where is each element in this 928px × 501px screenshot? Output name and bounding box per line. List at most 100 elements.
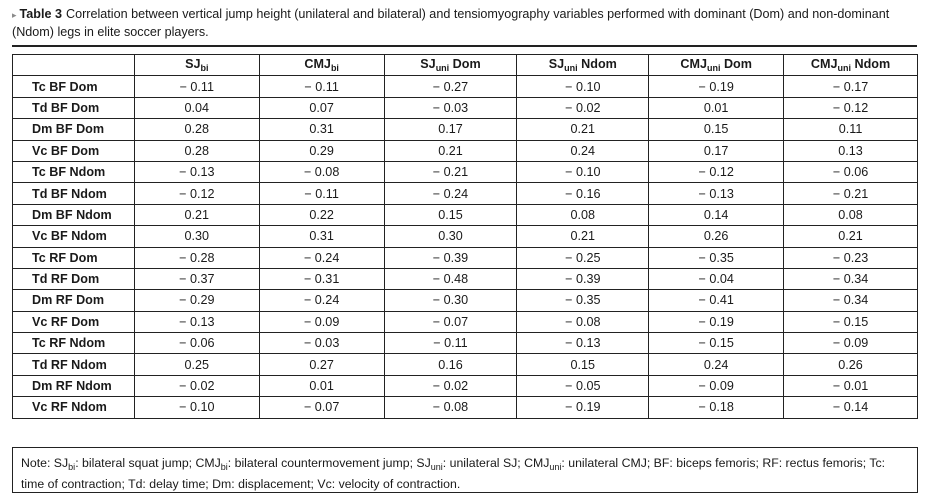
table-row: Tc BF Ndom − 0.13− 0.08− 0.21− 0.10− 0.12… [12,160,918,184]
header-corner [12,53,135,77]
row-label: Td BF Dom [12,96,135,120]
table-cell: 0.28 [133,118,260,141]
column-header-suffix: Dom [720,57,752,72]
table-row: Td BF Dom 0.04 0.07− 0.03− 0.02 0.01− 0.12 [12,96,918,120]
table-cell: 0.21 [783,225,918,248]
caption-marker-icon: ▸ [12,10,17,20]
table-cell: 0.21 [516,225,650,248]
table-cell: − 0.12 [783,96,918,120]
row-label: Dm RF Ndom [12,374,135,398]
note-text: : unilateral CMJ; BF: biceps femoris; RF… [21,456,886,491]
row-label: Td RF Ndom [12,353,135,376]
table-cell: − 0.16 [516,182,650,205]
table-cell: 0.25 [133,353,260,376]
table-cell: − 0.12 [648,160,785,184]
table-cell: − 0.07 [383,310,518,334]
column-header-base: CMJ [680,57,707,72]
table-cell: − 0.41 [648,289,785,312]
table-cell: − 0.35 [516,289,650,312]
table-row: Td RF Ndom 0.25 0.27 0.16 0.15 0.24 0.26 [12,353,918,376]
row-label: Tc BF Dom [12,75,135,98]
table-cell: − 0.10 [516,75,650,98]
table-row: Td BF Ndom − 0.12− 0.11− 0.24− 0.16− 0.13… [12,182,918,205]
note-text: Note: SJ [21,456,69,470]
table-row: Dm BF Ndom 0.21 0.22 0.15 0.08 0.14 0.08 [12,203,918,227]
note-subscript: bi [220,462,228,472]
table-cell: 0.24 [516,139,650,162]
table-cell: − 0.03 [383,96,518,120]
table-cell: − 0.13 [648,182,785,205]
column-header-subscript: uni [706,63,721,74]
table-cell: 0.30 [133,225,260,248]
table-cell: − 0.01 [783,374,918,398]
table-cell: 0.21 [516,118,650,141]
table-row: Tc BF Dom − 0.11− 0.11− 0.27− 0.10− 0.19−… [12,75,918,98]
table-cell: 0.26 [648,225,785,248]
row-label: Vc RF Ndom [12,396,135,419]
column-header: CMJbi [258,53,385,77]
table-cell: − 0.11 [258,182,385,205]
table-cell: 0.27 [258,353,385,376]
table-cell: 0.01 [258,374,385,398]
table-row: Tc RF Ndom − 0.06− 0.03− 0.11− 0.13− 0.15… [12,332,918,355]
table-row: Vc RF Dom − 0.13− 0.09− 0.07− 0.08− 0.19−… [12,310,918,334]
table-row: Vc BF Dom 0.28 0.29 0.21 0.24 0.17 0.13 [12,139,918,162]
table-cell: − 0.09 [258,310,385,334]
table-cell: 0.30 [383,225,518,248]
table-cell: 0.31 [258,118,385,141]
table-cell: − 0.39 [516,267,650,291]
table-cell: − 0.13 [133,310,260,334]
row-label: Tc BF Ndom [12,160,135,184]
note-subscript: uni [430,462,443,472]
table-row: Vc BF Ndom 0.30 0.31 0.30 0.21 0.26 0.21 [12,225,918,248]
table-cell: − 0.15 [648,332,785,355]
column-header-subscript: bi [330,63,339,74]
table-cell: − 0.37 [133,267,260,291]
table-cell: 0.04 [133,96,260,120]
note-text: : bilateral countermovement jump; SJ [227,456,431,470]
table-cell: 0.21 [383,139,518,162]
table-cell: − 0.30 [383,289,518,312]
correlation-table: SJbi CMJbi SJuni Dom SJuni Ndom CMJuni Dom CM… [12,53,918,419]
table-cell: 0.21 [133,203,260,227]
table-cell: 0.15 [648,118,785,141]
table-cell: − 0.14 [783,396,918,419]
note-text: : bilateral squat jump; CMJ [75,456,221,470]
table-note: Note: SJbi: bilateral squat jump; CMJbi:… [12,447,918,493]
row-label: Vc BF Ndom [12,225,135,248]
table-cell: − 0.21 [383,160,518,184]
table-cell: − 0.25 [516,246,650,269]
table-cell: 0.26 [783,353,918,376]
table-cell: − 0.06 [133,332,260,355]
table-cell: − 0.13 [133,160,260,184]
table-row: Dm BF Dom 0.28 0.31 0.17 0.21 0.15 0.11 [12,118,918,141]
column-header-subscript: bi [200,63,209,74]
row-label: Vc RF Dom [12,310,135,334]
table-cell: − 0.19 [516,396,650,419]
column-header-subscript: uni [564,63,578,74]
table-cell: 0.22 [258,203,385,227]
table-cell: − 0.12 [133,182,260,205]
column-header-base: SJ [185,57,201,72]
table-cell: − 0.27 [383,75,518,98]
table-cell: − 0.24 [258,289,385,312]
table-cell: 0.29 [258,139,385,162]
note-subscript: bi [68,462,76,472]
table-cell: − 0.13 [516,332,650,355]
table-cell: − 0.10 [133,396,260,419]
row-label: Dm BF Ndom [12,203,135,227]
table-cell: 0.08 [516,203,650,227]
table-cell: − 0.19 [648,75,785,98]
table-cell: − 0.11 [258,75,385,98]
table-cell: − 0.34 [783,267,918,291]
table-cell: − 0.10 [516,160,650,184]
table-row: Vc RF Ndom − 0.10− 0.07− 0.08− 0.19− 0.18… [12,396,918,419]
table-cell: − 0.07 [258,396,385,419]
column-header-subscript: uni [837,63,851,74]
table-cell: − 0.05 [516,374,650,398]
table-row: Tc RF Dom − 0.28− 0.24− 0.39− 0.25− 0.35−… [12,246,918,269]
table-cell: 0.01 [648,96,785,120]
column-header: CMJuni Ndom [783,53,918,77]
table-row: Td RF Dom − 0.37− 0.31− 0.48− 0.39− 0.04−… [12,267,918,291]
table-cell: 0.16 [383,353,518,376]
